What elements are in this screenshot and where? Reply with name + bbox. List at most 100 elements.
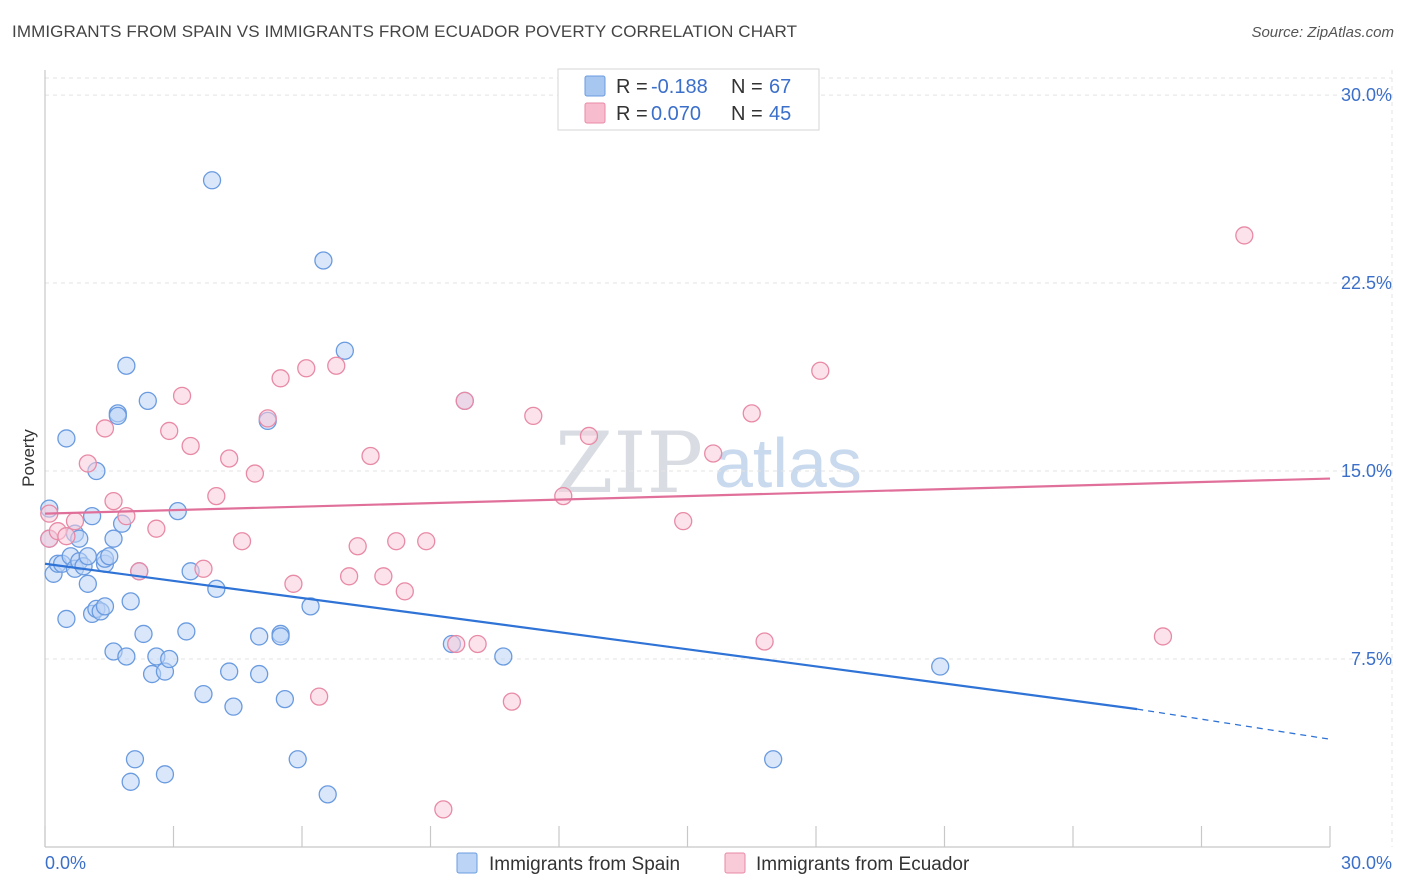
- y-tick-label: 15.0%: [1341, 461, 1392, 481]
- point-ecuador: [455, 391, 474, 411]
- point-spain: [57, 609, 76, 629]
- bottom-legend-label-ecuador: Immigrants from Ecuador: [756, 854, 970, 875]
- series-ecuador: [40, 226, 1254, 819]
- point-spain: [155, 765, 175, 784]
- point-spain: [78, 547, 97, 566]
- point-ecuador: [271, 369, 290, 388]
- bottom-legend-swatch-spain: [456, 852, 478, 874]
- point-spain: [117, 647, 136, 666]
- x-tick-label-min: 0.0%: [45, 853, 86, 873]
- point-spain: [125, 750, 145, 769]
- point-spain: [104, 529, 123, 548]
- stats-legend: R = -0.188 N = 67 R = 0.070 N = 45: [557, 68, 820, 131]
- point-ecuador: [387, 532, 406, 551]
- point-ecuador: [755, 632, 774, 651]
- point-ecuador: [361, 446, 380, 466]
- point-spain: [177, 622, 196, 641]
- point-spain: [764, 750, 783, 769]
- legend-n-value-spain: 67: [769, 76, 791, 98]
- chart-source: Source: ZipAtlas.com: [1251, 24, 1394, 41]
- point-spain: [314, 251, 333, 270]
- y-tick-labels: 7.5% 15.0% 22.5% 30.0%: [1341, 85, 1392, 669]
- point-spain: [108, 406, 127, 426]
- point-spain: [160, 649, 179, 669]
- x-ticks: [44, 826, 1331, 847]
- point-spain: [134, 624, 153, 644]
- x-tick-label-max: 30.0%: [1341, 853, 1392, 873]
- point-spain: [318, 785, 337, 804]
- legend-n-label-ecuador: N =: [731, 103, 763, 125]
- point-ecuador: [339, 567, 359, 586]
- point-spain: [250, 627, 269, 646]
- point-ecuador: [57, 527, 76, 546]
- y-tick-label: 22.5%: [1341, 273, 1392, 293]
- point-ecuador: [95, 419, 115, 438]
- watermark-atlas: atlas: [714, 424, 862, 502]
- point-ecuador: [502, 692, 522, 711]
- point-ecuador: [232, 532, 252, 551]
- point-ecuador: [554, 486, 573, 506]
- point-spain: [57, 429, 76, 448]
- point-spain: [82, 506, 102, 526]
- point-ecuador: [181, 436, 200, 456]
- point-spain: [494, 647, 513, 666]
- point-ecuador: [309, 687, 329, 706]
- point-ecuador: [468, 634, 487, 654]
- legend-n-value-ecuador: 45: [769, 103, 791, 125]
- legend-r-value-ecuador: 0.070: [651, 103, 701, 125]
- point-ecuador: [579, 426, 599, 446]
- y-axis-label: Poverty: [19, 429, 38, 487]
- legend-r-value-spain: -0.188: [651, 76, 708, 98]
- point-ecuador: [524, 406, 543, 426]
- point-spain: [121, 772, 140, 791]
- point-spain: [207, 579, 226, 598]
- point-spain: [138, 391, 157, 411]
- point-spain: [301, 597, 320, 616]
- trend-lines: [44, 477, 1331, 740]
- point-ecuador: [327, 356, 346, 375]
- point-ecuador: [811, 361, 830, 380]
- point-ecuador: [417, 532, 436, 551]
- point-spain: [275, 689, 295, 709]
- point-spain: [194, 684, 213, 704]
- trend-line-spain-extension: [1137, 708, 1331, 740]
- point-ecuador: [742, 404, 761, 423]
- point-ecuador: [258, 409, 277, 428]
- series-legend: Immigrants from Spain Immigrants from Ec…: [456, 852, 970, 875]
- point-ecuador: [194, 559, 213, 578]
- legend-swatch-spain: [584, 75, 606, 97]
- chart-title: IMMIGRANTS FROM SPAIN VS IMMIGRANTS FROM…: [12, 22, 798, 41]
- trend-line-spain: [44, 562, 1138, 711]
- point-ecuador: [65, 512, 85, 531]
- point-spain: [117, 356, 136, 375]
- point-spain: [95, 597, 115, 616]
- y-tick-label: 7.5%: [1351, 649, 1392, 669]
- legend-swatch-ecuador: [584, 102, 606, 124]
- series-spain: [40, 171, 950, 804]
- point-ecuador: [1153, 627, 1173, 646]
- point-ecuador: [78, 454, 97, 473]
- point-ecuador: [395, 582, 414, 601]
- point-ecuador: [245, 464, 265, 483]
- point-spain: [335, 341, 354, 360]
- point-ecuador: [374, 567, 393, 586]
- point-ecuador: [434, 800, 453, 819]
- bottom-legend-label-spain: Immigrants from Spain: [489, 854, 680, 875]
- bottom-legend-swatch-ecuador: [724, 852, 746, 874]
- point-ecuador: [704, 444, 723, 463]
- point-ecuador: [297, 359, 316, 378]
- point-spain: [250, 664, 269, 684]
- point-ecuador: [447, 634, 466, 654]
- point-spain: [224, 697, 243, 716]
- point-spain: [121, 592, 140, 611]
- point-spain: [220, 662, 239, 681]
- point-spain: [931, 657, 950, 676]
- point-spain: [202, 171, 222, 190]
- legend-n-label-spain: N =: [731, 76, 763, 98]
- point-ecuador: [1235, 226, 1254, 245]
- point-ecuador: [348, 537, 367, 556]
- point-ecuador: [674, 512, 693, 531]
- point-spain: [271, 627, 290, 646]
- point-spain: [100, 547, 119, 566]
